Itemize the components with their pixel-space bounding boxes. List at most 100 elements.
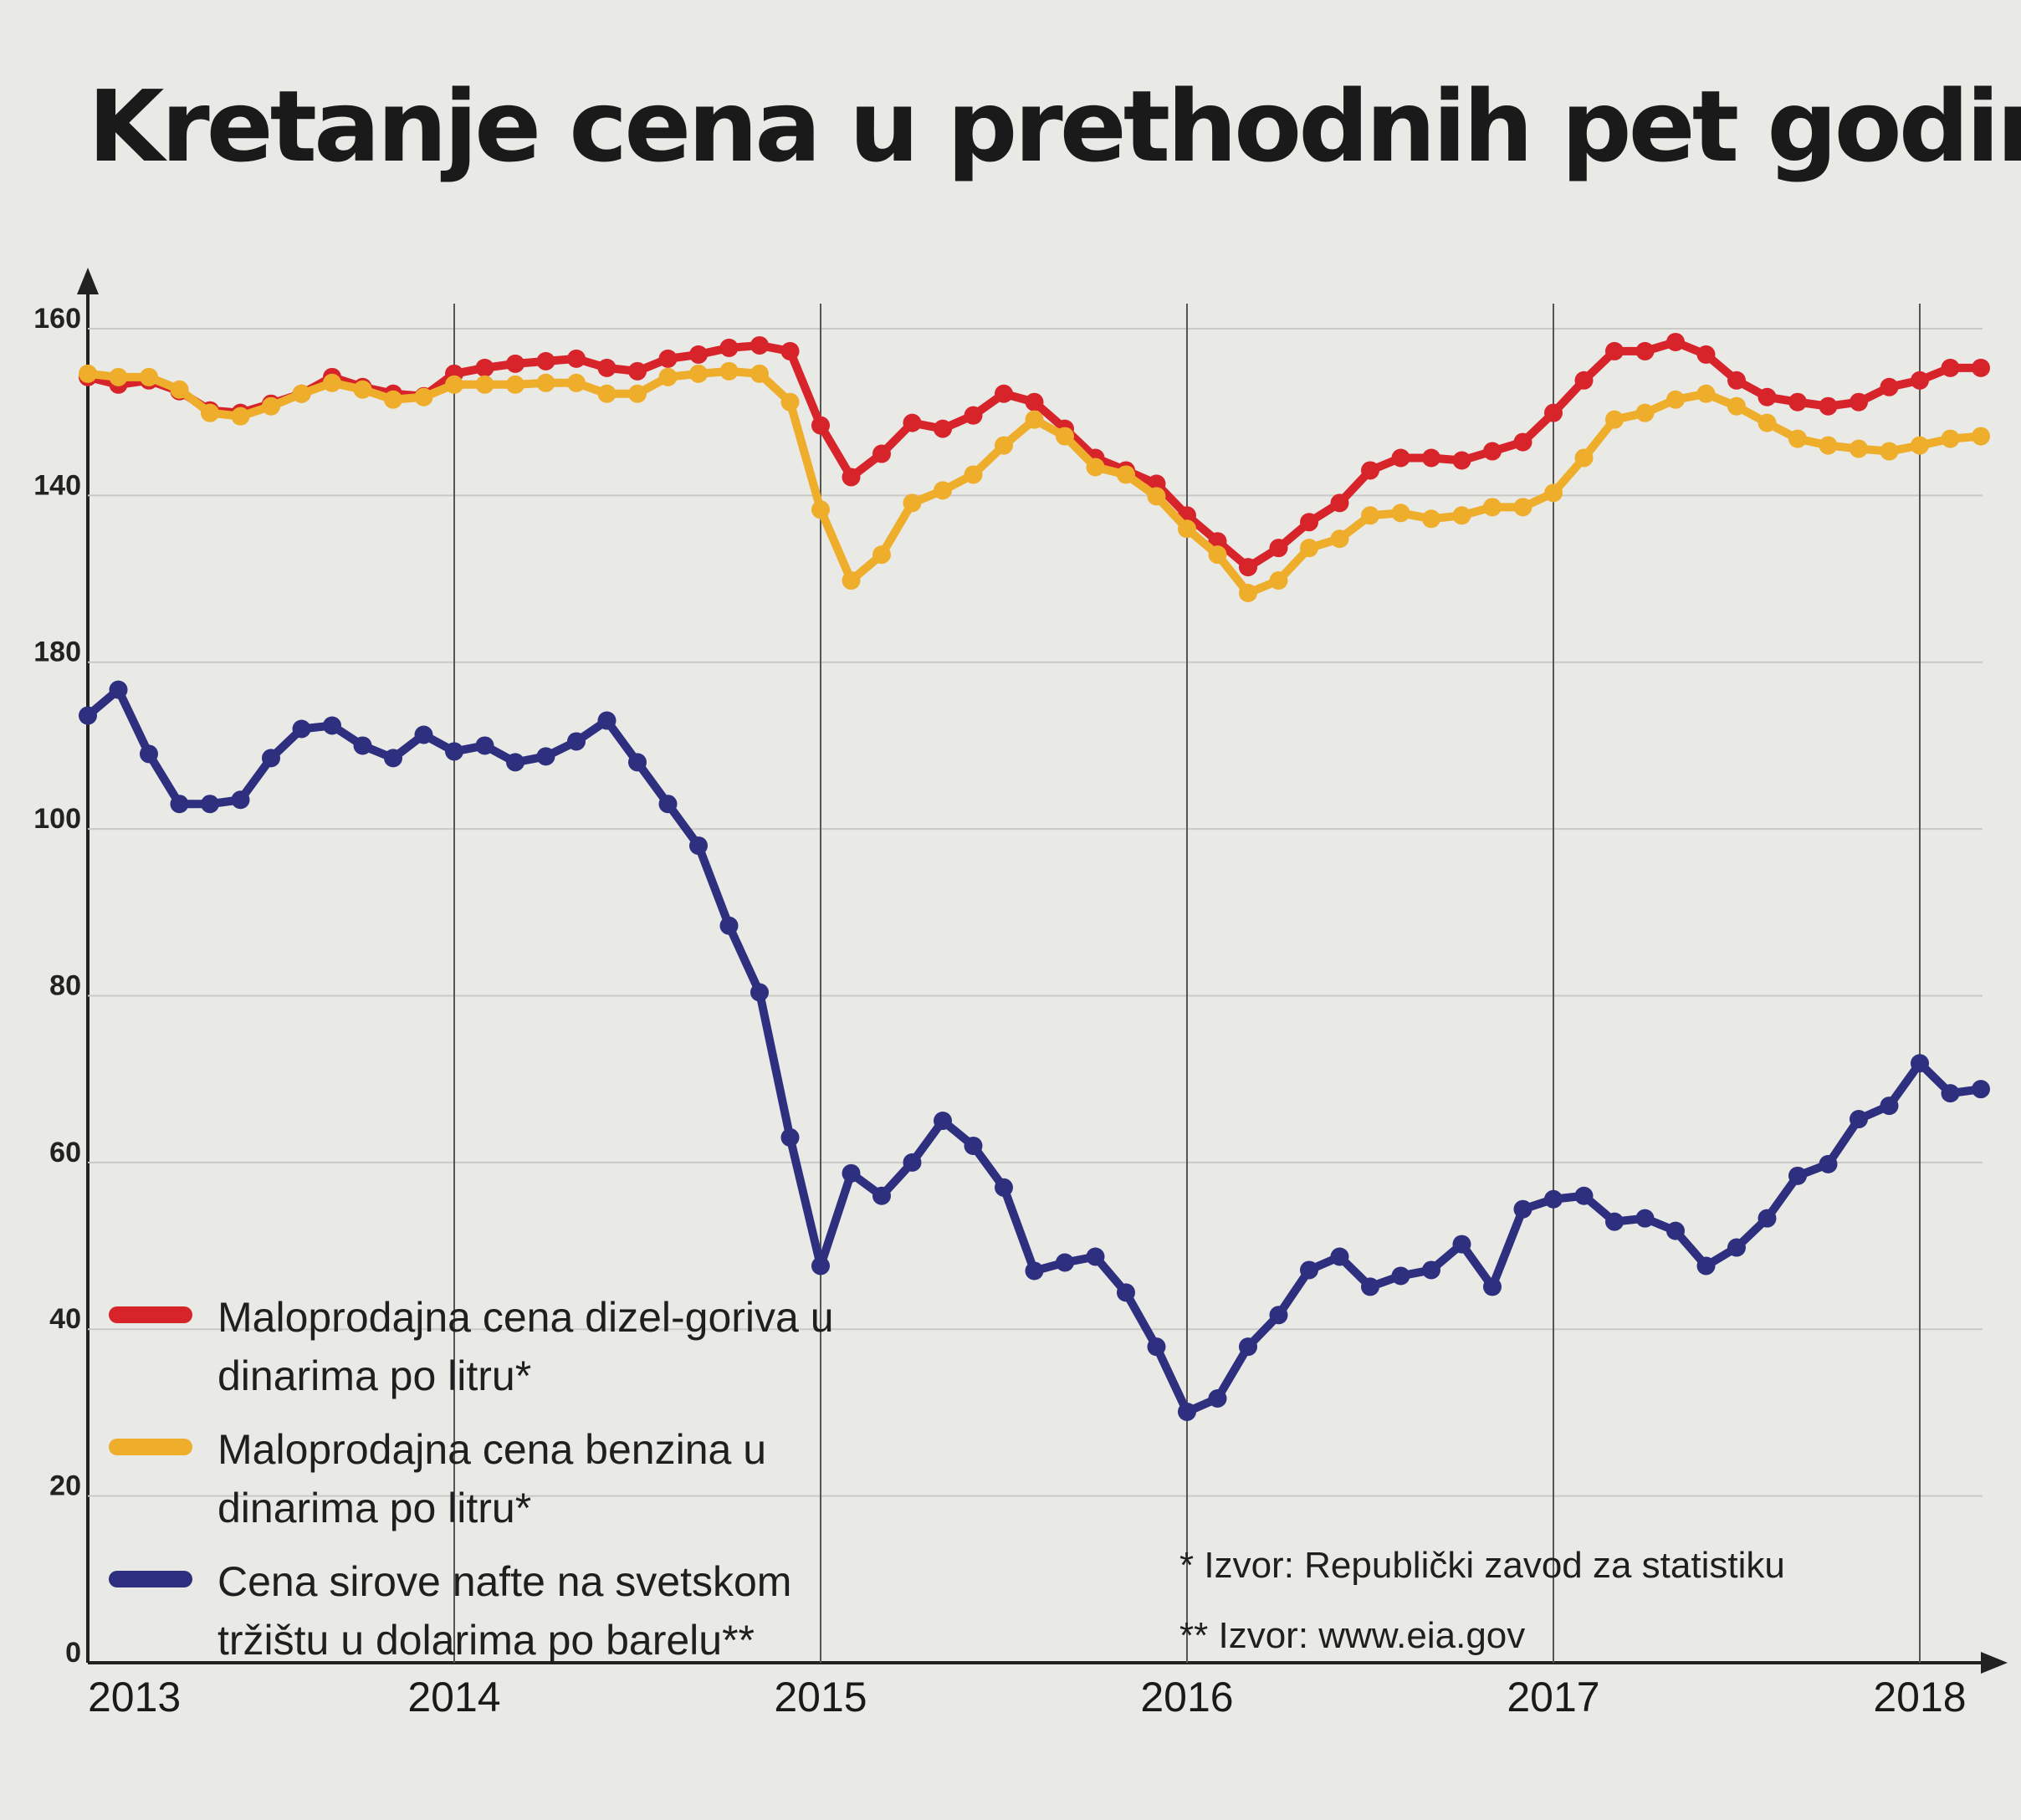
data-point	[140, 744, 158, 764]
data-point	[414, 387, 433, 406]
data-point	[1544, 1189, 1563, 1209]
legend-label: Cena sirove nafte na svetskom tržištu u …	[217, 1558, 792, 1664]
data-point	[536, 373, 555, 392]
data-point	[1666, 332, 1685, 351]
data-point	[1574, 371, 1594, 390]
data-point	[1819, 436, 1838, 455]
data-point	[1422, 1260, 1440, 1280]
y-tick-label: 180	[33, 636, 81, 668]
data-point	[506, 375, 524, 394]
source-note: * Izvor: Republički zavod za statistiku	[1179, 1545, 1785, 1586]
source-note: ** Izvor: www.eia.gov	[1179, 1615, 1526, 1656]
data-point	[384, 749, 402, 768]
data-point	[1025, 410, 1044, 429]
data-point	[1269, 1306, 1288, 1325]
data-point	[1117, 465, 1135, 484]
data-point	[658, 367, 678, 386]
data-point	[1605, 341, 1624, 360]
data-point	[628, 753, 647, 772]
data-point	[597, 384, 617, 403]
y-tick-label: 20	[49, 1470, 81, 1502]
data-point	[384, 390, 402, 409]
data-point	[934, 481, 952, 500]
data-point	[964, 465, 983, 484]
series-line	[86, 337, 1981, 572]
data-point	[872, 444, 891, 463]
data-point	[1911, 436, 1929, 455]
data-point	[1727, 396, 1746, 416]
data-point	[1330, 1247, 1349, 1266]
y-tick-label: 60	[49, 1137, 81, 1168]
data-point	[872, 1186, 891, 1205]
data-point	[1972, 358, 1990, 377]
data-point	[567, 732, 586, 751]
data-point	[1269, 539, 1288, 558]
data-point	[1056, 1253, 1074, 1272]
data-point	[1727, 1238, 1746, 1257]
data-point	[719, 361, 739, 381]
data-point	[1483, 498, 1502, 517]
data-point	[1300, 1260, 1318, 1280]
data-point	[1911, 371, 1929, 390]
data-point	[353, 380, 372, 399]
data-point	[934, 1112, 952, 1131]
data-point	[1544, 483, 1563, 503]
data-point	[1850, 392, 1868, 412]
x-tick-label: 2013	[88, 1674, 181, 1720]
data-point	[1086, 1247, 1105, 1266]
data-point	[903, 493, 922, 513]
data-point	[231, 406, 250, 426]
y-axis-arrow	[77, 268, 99, 294]
data-point	[1605, 410, 1624, 429]
data-point	[1819, 1154, 1838, 1173]
data-point	[780, 392, 800, 412]
data-point	[323, 716, 341, 735]
data-point	[262, 396, 280, 416]
data-point	[1727, 371, 1746, 390]
data-point	[170, 380, 189, 399]
data-point	[292, 384, 311, 403]
data-point	[414, 725, 433, 744]
legend-swatch	[109, 1306, 192, 1323]
data-point	[1972, 1080, 1990, 1099]
data-point	[140, 367, 158, 386]
data-point	[1452, 506, 1471, 525]
data-point	[231, 790, 250, 810]
data-point	[1422, 509, 1440, 529]
data-point	[1574, 448, 1594, 468]
data-point	[1941, 429, 1960, 448]
data-point	[780, 1127, 800, 1147]
data-point	[750, 335, 769, 355]
data-point	[1819, 396, 1838, 416]
data-point	[1361, 461, 1379, 480]
x-axis-arrow	[1981, 1652, 2008, 1674]
data-point	[995, 436, 1013, 455]
data-point	[1788, 429, 1807, 448]
data-point	[1208, 545, 1227, 565]
data-point	[1147, 1337, 1166, 1357]
data-point	[1758, 387, 1777, 406]
data-point	[1025, 392, 1044, 412]
y-tick-label: 160	[33, 303, 81, 335]
data-point	[170, 795, 189, 814]
data-point	[689, 364, 708, 383]
legend-entry: Cena sirove nafte na svetskom tržištu u …	[109, 1552, 912, 1669]
data-point	[719, 916, 739, 935]
legend-swatch	[109, 1439, 192, 1455]
data-point	[1300, 513, 1318, 532]
data-point	[658, 795, 678, 814]
data-point	[1880, 1097, 1899, 1116]
data-point	[1696, 384, 1716, 403]
data-point	[1605, 1212, 1624, 1231]
x-tick-label: 2015	[774, 1674, 867, 1720]
data-point	[750, 983, 769, 1002]
data-point	[903, 413, 922, 432]
data-point	[1025, 1261, 1044, 1281]
data-point	[1330, 529, 1349, 549]
data-point	[1361, 1277, 1379, 1296]
data-point	[506, 354, 524, 373]
legend-entry: Maloprodajna cena dizel-goriva u dinarim…	[109, 1288, 912, 1405]
data-point	[1972, 427, 1990, 446]
data-point	[109, 367, 128, 386]
data-point	[597, 358, 617, 377]
